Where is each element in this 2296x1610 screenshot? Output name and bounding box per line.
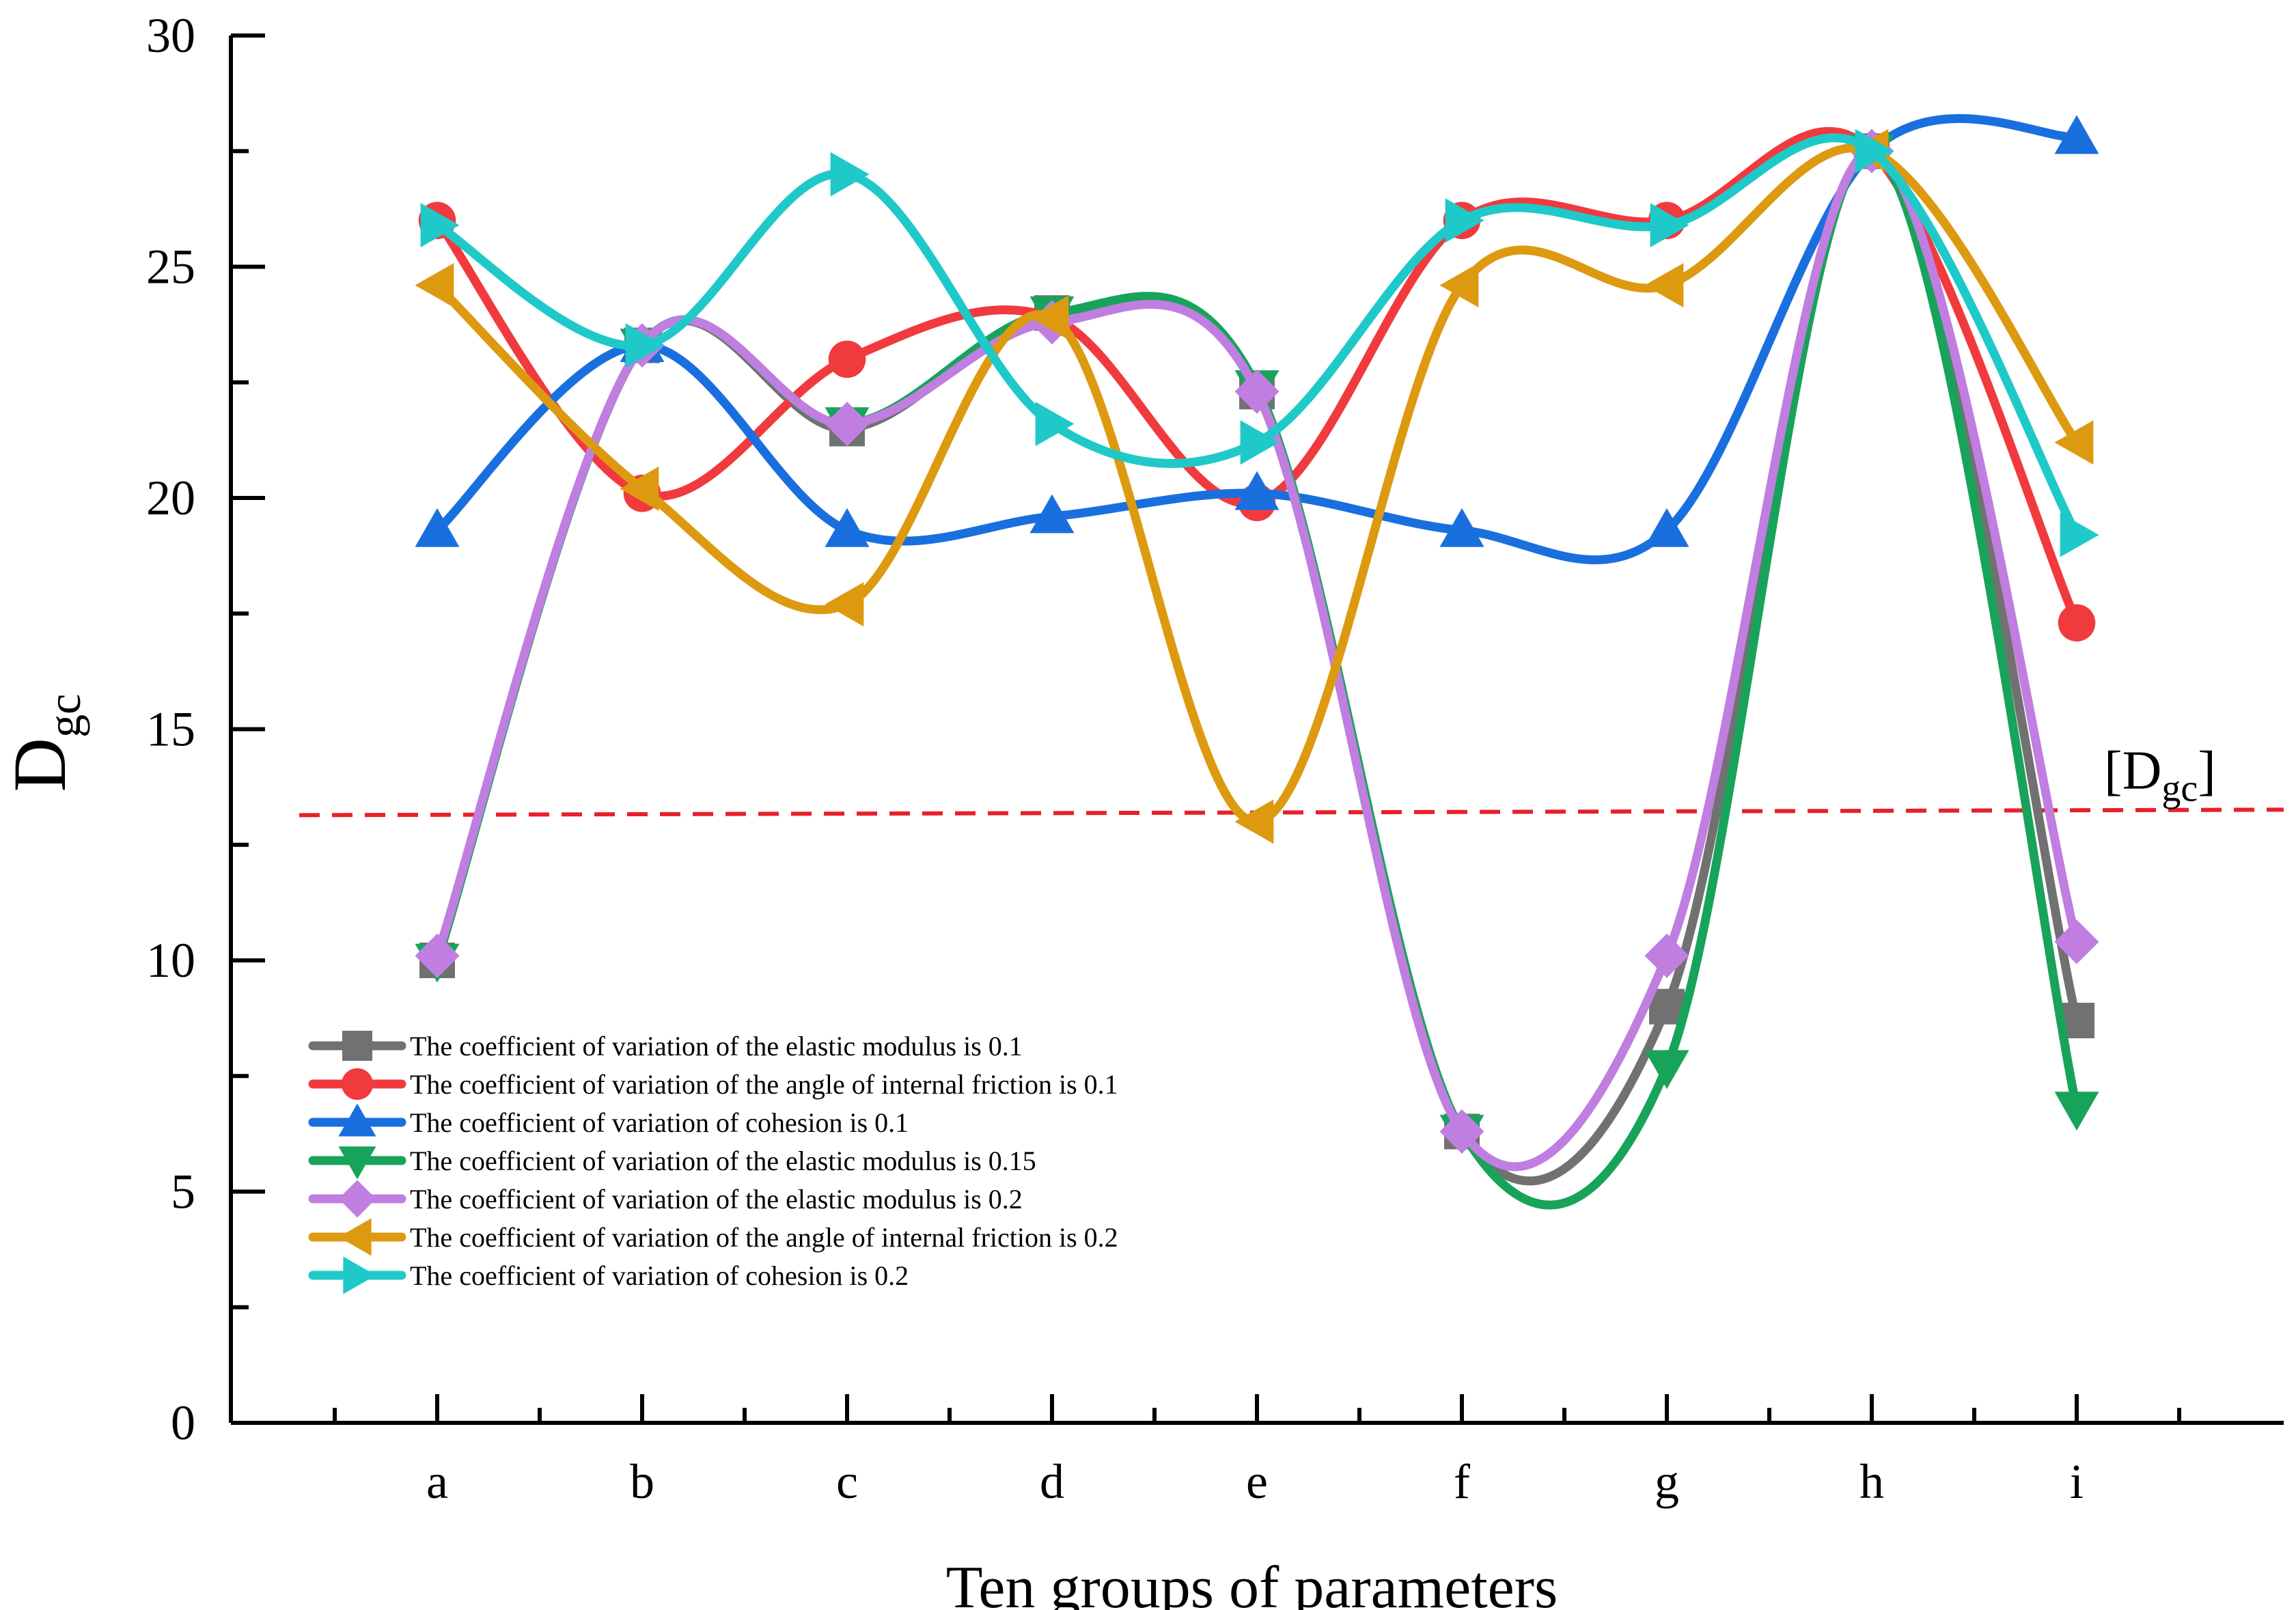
legend-marker (338, 1103, 376, 1137)
data-point (2060, 512, 2099, 557)
x-tick-label: e (1246, 1454, 1268, 1509)
legend-marker (338, 1180, 376, 1218)
x-tick-label: a (426, 1454, 448, 1509)
data-point (415, 508, 460, 547)
reference-label: [Dgc] (2104, 740, 2216, 809)
y-tick-label: 5 (171, 1165, 195, 1219)
data-point (1644, 1050, 1689, 1089)
x-tick-label: c (836, 1454, 858, 1509)
data-point (2054, 115, 2099, 154)
series-5 (415, 128, 2099, 1171)
data-point (1240, 420, 1280, 465)
x-axis-title: Ten groups of parameters (946, 1555, 1558, 1610)
x-tick-label: f (1454, 1454, 1470, 1509)
reference-layer (299, 807, 2284, 818)
data-point (1029, 494, 1075, 533)
legend: The coefficient of variation of the elas… (308, 1031, 1118, 1294)
x-tick-label: g (1655, 1454, 1679, 1509)
data-point (1234, 369, 1280, 414)
legend-label: The coefficient of variation of the angl… (410, 1222, 1118, 1253)
legend-label: The coefficient of variation of the elas… (410, 1146, 1036, 1176)
data-point (415, 933, 460, 978)
legend-item: The coefficient of variation of the elas… (308, 1180, 1023, 1218)
legend-item: The coefficient of variation of the elas… (308, 1146, 1036, 1180)
y-axis-title: Dgc (0, 694, 90, 792)
x-tick-label: h (1859, 1454, 1884, 1509)
data-point (830, 152, 870, 197)
data-point (625, 323, 665, 368)
y-axis-title-main: D (0, 738, 81, 792)
data-point (825, 582, 864, 627)
series-1 (419, 133, 2094, 1186)
legend-label: The coefficient of variation of the elas… (410, 1184, 1023, 1215)
reference-line (299, 807, 2284, 818)
legend-item: The coefficient of variation of the elas… (308, 1031, 1023, 1061)
y-tick-label: 15 (146, 702, 195, 757)
legend-item: The coefficient of variation of cohesion… (308, 1103, 909, 1138)
reference-label-main: [D (2104, 740, 2161, 801)
data-point (825, 508, 870, 547)
y-tick-label: 30 (146, 8, 195, 63)
legend-item: The coefficient of variation of the angl… (308, 1218, 1118, 1256)
data-point (1644, 508, 1689, 547)
reference-label-close: ] (2198, 740, 2216, 801)
series-line (432, 146, 2081, 1186)
series-7 (420, 128, 2099, 557)
series-layer (415, 114, 2099, 1210)
data-point (1234, 471, 1280, 510)
data-point (1445, 198, 1484, 243)
series-line (432, 146, 2081, 1171)
y-tick-label: 10 (146, 933, 195, 988)
data-point (1439, 1109, 1484, 1154)
legend-marker (338, 1146, 376, 1180)
data-point (420, 203, 460, 248)
data-point (2054, 420, 2094, 465)
data-point (2054, 1092, 2099, 1131)
legend-marker (341, 1068, 374, 1100)
legend-label: The coefficient of variation of cohesion… (410, 1260, 909, 1291)
data-point (1234, 799, 1274, 844)
y-axis-title-sub: gc (38, 694, 90, 738)
data-point (1644, 933, 1689, 978)
data-point (415, 263, 454, 308)
x-tick-label: b (630, 1454, 654, 1509)
legend-label: The coefficient of variation of the angl… (410, 1069, 1118, 1100)
ticks-layer: 0 5 10 15 20 25 30 a b c d e f g h i (146, 8, 2181, 1509)
data-point (2054, 919, 2099, 964)
y-tick-label: 0 (171, 1396, 195, 1450)
data-point (1644, 263, 1684, 308)
legend-marker (343, 1256, 376, 1294)
x-tick-label: d (1040, 1454, 1064, 1509)
axes-layer (229, 36, 2284, 1425)
data-point (1439, 263, 1479, 308)
legend-label: The coefficient of variation of cohesion… (410, 1107, 909, 1138)
legend-marker (338, 1218, 372, 1256)
data-point (2058, 604, 2096, 642)
data-point (825, 402, 870, 447)
data-point (1650, 203, 1689, 248)
data-point (1855, 128, 1894, 174)
reference-label-sub: gc (2161, 767, 2198, 809)
data-point (620, 466, 659, 511)
y-tick-label: 25 (146, 240, 195, 294)
data-point (828, 340, 866, 378)
data-point (1035, 402, 1075, 447)
reference-line-label: [Dgc] (2104, 740, 2216, 809)
data-point (1439, 508, 1484, 547)
legend-item: The coefficient of variation of cohesion… (308, 1256, 909, 1294)
legend-marker (342, 1031, 372, 1061)
y-tick-label: 20 (146, 471, 195, 525)
data-point (1029, 295, 1069, 340)
x-tick-label: i (2070, 1454, 2084, 1509)
legend-item: The coefficient of variation of the angl… (308, 1068, 1118, 1100)
legend-label: The coefficient of variation of the elas… (410, 1031, 1023, 1061)
